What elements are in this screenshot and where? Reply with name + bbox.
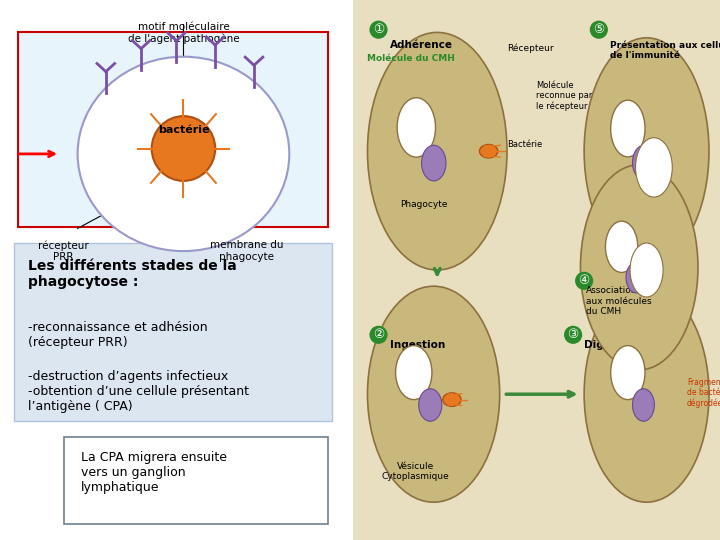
- Ellipse shape: [397, 98, 436, 157]
- Ellipse shape: [367, 286, 500, 502]
- Ellipse shape: [395, 346, 432, 400]
- Text: ②: ②: [373, 328, 384, 341]
- Ellipse shape: [630, 243, 663, 297]
- Text: ①: ①: [373, 23, 384, 36]
- Text: La CPA migrera ensuite
vers un ganglion
lymphatique: La CPA migrera ensuite vers un ganglion …: [81, 451, 227, 494]
- Text: Présentation aux cellules
de l'immunité: Présentation aux cellules de l'immunité: [610, 40, 720, 60]
- Ellipse shape: [580, 165, 698, 370]
- Text: Molécule
reconnue par
le récepteur: Molécule reconnue par le récepteur: [536, 81, 593, 111]
- Ellipse shape: [606, 221, 638, 272]
- FancyBboxPatch shape: [353, 0, 720, 540]
- Ellipse shape: [419, 389, 442, 421]
- FancyBboxPatch shape: [14, 243, 332, 421]
- Ellipse shape: [611, 346, 645, 400]
- Text: bactérie: bactérie: [158, 125, 210, 134]
- Text: Récepteur: Récepteur: [507, 43, 554, 53]
- Ellipse shape: [632, 389, 654, 421]
- FancyBboxPatch shape: [63, 437, 328, 524]
- Text: Ingestion: Ingestion: [390, 340, 445, 350]
- Text: Vésicule
Cytoplasmique: Vésicule Cytoplasmique: [382, 462, 449, 481]
- Text: membrane du
phagocyte: membrane du phagocyte: [210, 240, 284, 262]
- Ellipse shape: [152, 116, 215, 181]
- Text: Association
aux molécules
du CMH: Association aux molécules du CMH: [586, 286, 652, 316]
- Text: Phagocyte: Phagocyte: [400, 200, 448, 209]
- Ellipse shape: [443, 393, 461, 406]
- Text: Fragment
de bactér.
dégrodée: Fragment de bactér. dégrodée: [687, 378, 720, 408]
- Text: ④: ④: [578, 274, 590, 287]
- Text: Bactérie: Bactérie: [507, 140, 542, 150]
- Text: récepteur
PRR: récepteur PRR: [38, 240, 89, 262]
- Ellipse shape: [632, 146, 654, 179]
- Text: motif moléculaire
de l'agent pathogène: motif moléculaire de l'agent pathogène: [127, 22, 239, 44]
- Ellipse shape: [626, 262, 647, 293]
- Text: Les différents stades de la
phagocytose :: Les différents stades de la phagocytose …: [28, 259, 237, 289]
- Ellipse shape: [584, 286, 709, 502]
- Ellipse shape: [636, 138, 672, 197]
- Text: -reconnaissance et adhésion
(récepteur PRR): -reconnaissance et adhésion (récepteur P…: [28, 321, 208, 349]
- Text: -destruction d’agents infectieux
-obtention d’une cellule présentant
l’antigène : -destruction d’agents infectieux -obtent…: [28, 370, 249, 413]
- Ellipse shape: [584, 38, 709, 265]
- Ellipse shape: [611, 100, 645, 157]
- Text: Molécule
du CMH: Molécule du CMH: [602, 235, 639, 254]
- Ellipse shape: [78, 57, 289, 251]
- Text: ③: ③: [567, 328, 579, 341]
- Ellipse shape: [367, 32, 507, 270]
- Text: Adhérence: Adhérence: [390, 40, 452, 51]
- FancyBboxPatch shape: [17, 32, 328, 227]
- Ellipse shape: [480, 144, 498, 158]
- Text: ⑤: ⑤: [593, 23, 605, 36]
- Text: Digestion: Digestion: [584, 340, 640, 350]
- Text: Molécule du CMH: Molécule du CMH: [367, 54, 455, 63]
- Ellipse shape: [421, 145, 446, 181]
